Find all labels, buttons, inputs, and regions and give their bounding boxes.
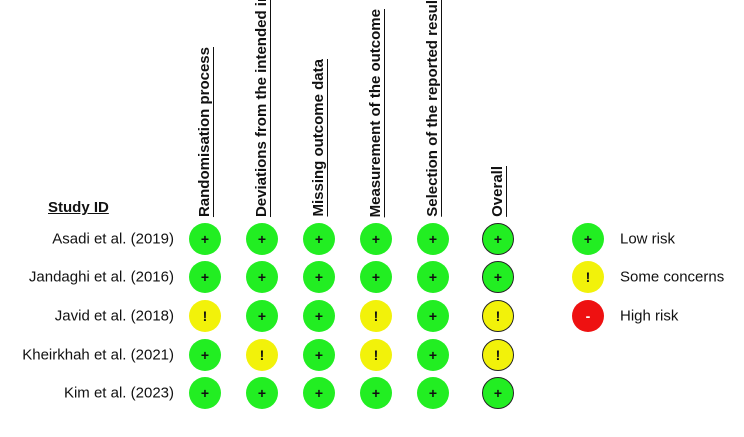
domain-header-3: Missing outcome data xyxy=(310,59,327,217)
judgement-low-dot: + xyxy=(246,300,278,332)
judgement-some-dot: ! xyxy=(246,339,278,371)
judgement-low-dot: + xyxy=(303,261,335,293)
judgement-low-dot: + xyxy=(417,223,449,255)
judgement-low-dot: + xyxy=(303,377,335,409)
domain-header-1: Randomisation process xyxy=(196,46,213,217)
judgement-low-dot: + xyxy=(303,339,335,371)
judgement-some-dot: ! xyxy=(189,300,221,332)
study-label: Kim et al. (2023) xyxy=(63,384,174,402)
study-label: Kheirkhah et al. (2021) xyxy=(22,346,174,364)
judgement-some-dot: ! xyxy=(482,300,514,332)
legend-high-dot: - xyxy=(572,300,604,332)
judgement-low-dot: + xyxy=(189,223,221,255)
judgement-low-dot: + xyxy=(246,377,278,409)
domain-header-2: Deviations from the intended interventio… xyxy=(253,0,270,217)
judgement-some-dot: ! xyxy=(360,300,392,332)
judgement-low-dot: + xyxy=(482,377,514,409)
legend-high-label: High risk xyxy=(620,307,679,325)
judgement-low-dot: + xyxy=(246,261,278,293)
judgement-low-dot: + xyxy=(482,261,514,293)
judgement-low-dot: + xyxy=(360,377,392,409)
study-id-header: Study ID xyxy=(48,199,109,216)
judgement-low-dot: + xyxy=(303,300,335,332)
domain-header-6: Overall xyxy=(489,166,506,217)
domain-header-4: Measurement of the outcome xyxy=(367,8,384,217)
judgement-low-dot: + xyxy=(417,300,449,332)
judgement-low-dot: + xyxy=(417,339,449,371)
judgement-low-dot: + xyxy=(360,261,392,293)
judgement-some-dot: ! xyxy=(482,339,514,371)
judgement-low-dot: + xyxy=(189,261,221,293)
judgement-low-dot: + xyxy=(189,339,221,371)
judgement-some-dot: ! xyxy=(360,339,392,371)
domain-header-5: Selection of the reported result xyxy=(424,0,441,217)
legend-some-label: Some concerns xyxy=(620,268,725,286)
study-label: Jandaghi et al. (2016) xyxy=(28,268,174,286)
judgement-low-dot: + xyxy=(417,261,449,293)
legend-low-dot: + xyxy=(572,223,604,255)
judgement-low-dot: + xyxy=(246,223,278,255)
study-label: Javid et al. (2018) xyxy=(54,307,174,325)
study-label: Asadi et al. (2019) xyxy=(52,230,174,248)
judgement-low-dot: + xyxy=(417,377,449,409)
judgement-low-dot: + xyxy=(360,223,392,255)
judgement-low-dot: + xyxy=(303,223,335,255)
legend-some-dot: ! xyxy=(572,261,604,293)
judgement-low-dot: + xyxy=(189,377,221,409)
judgement-low-dot: + xyxy=(482,223,514,255)
legend-low-label: Low risk xyxy=(620,230,676,248)
